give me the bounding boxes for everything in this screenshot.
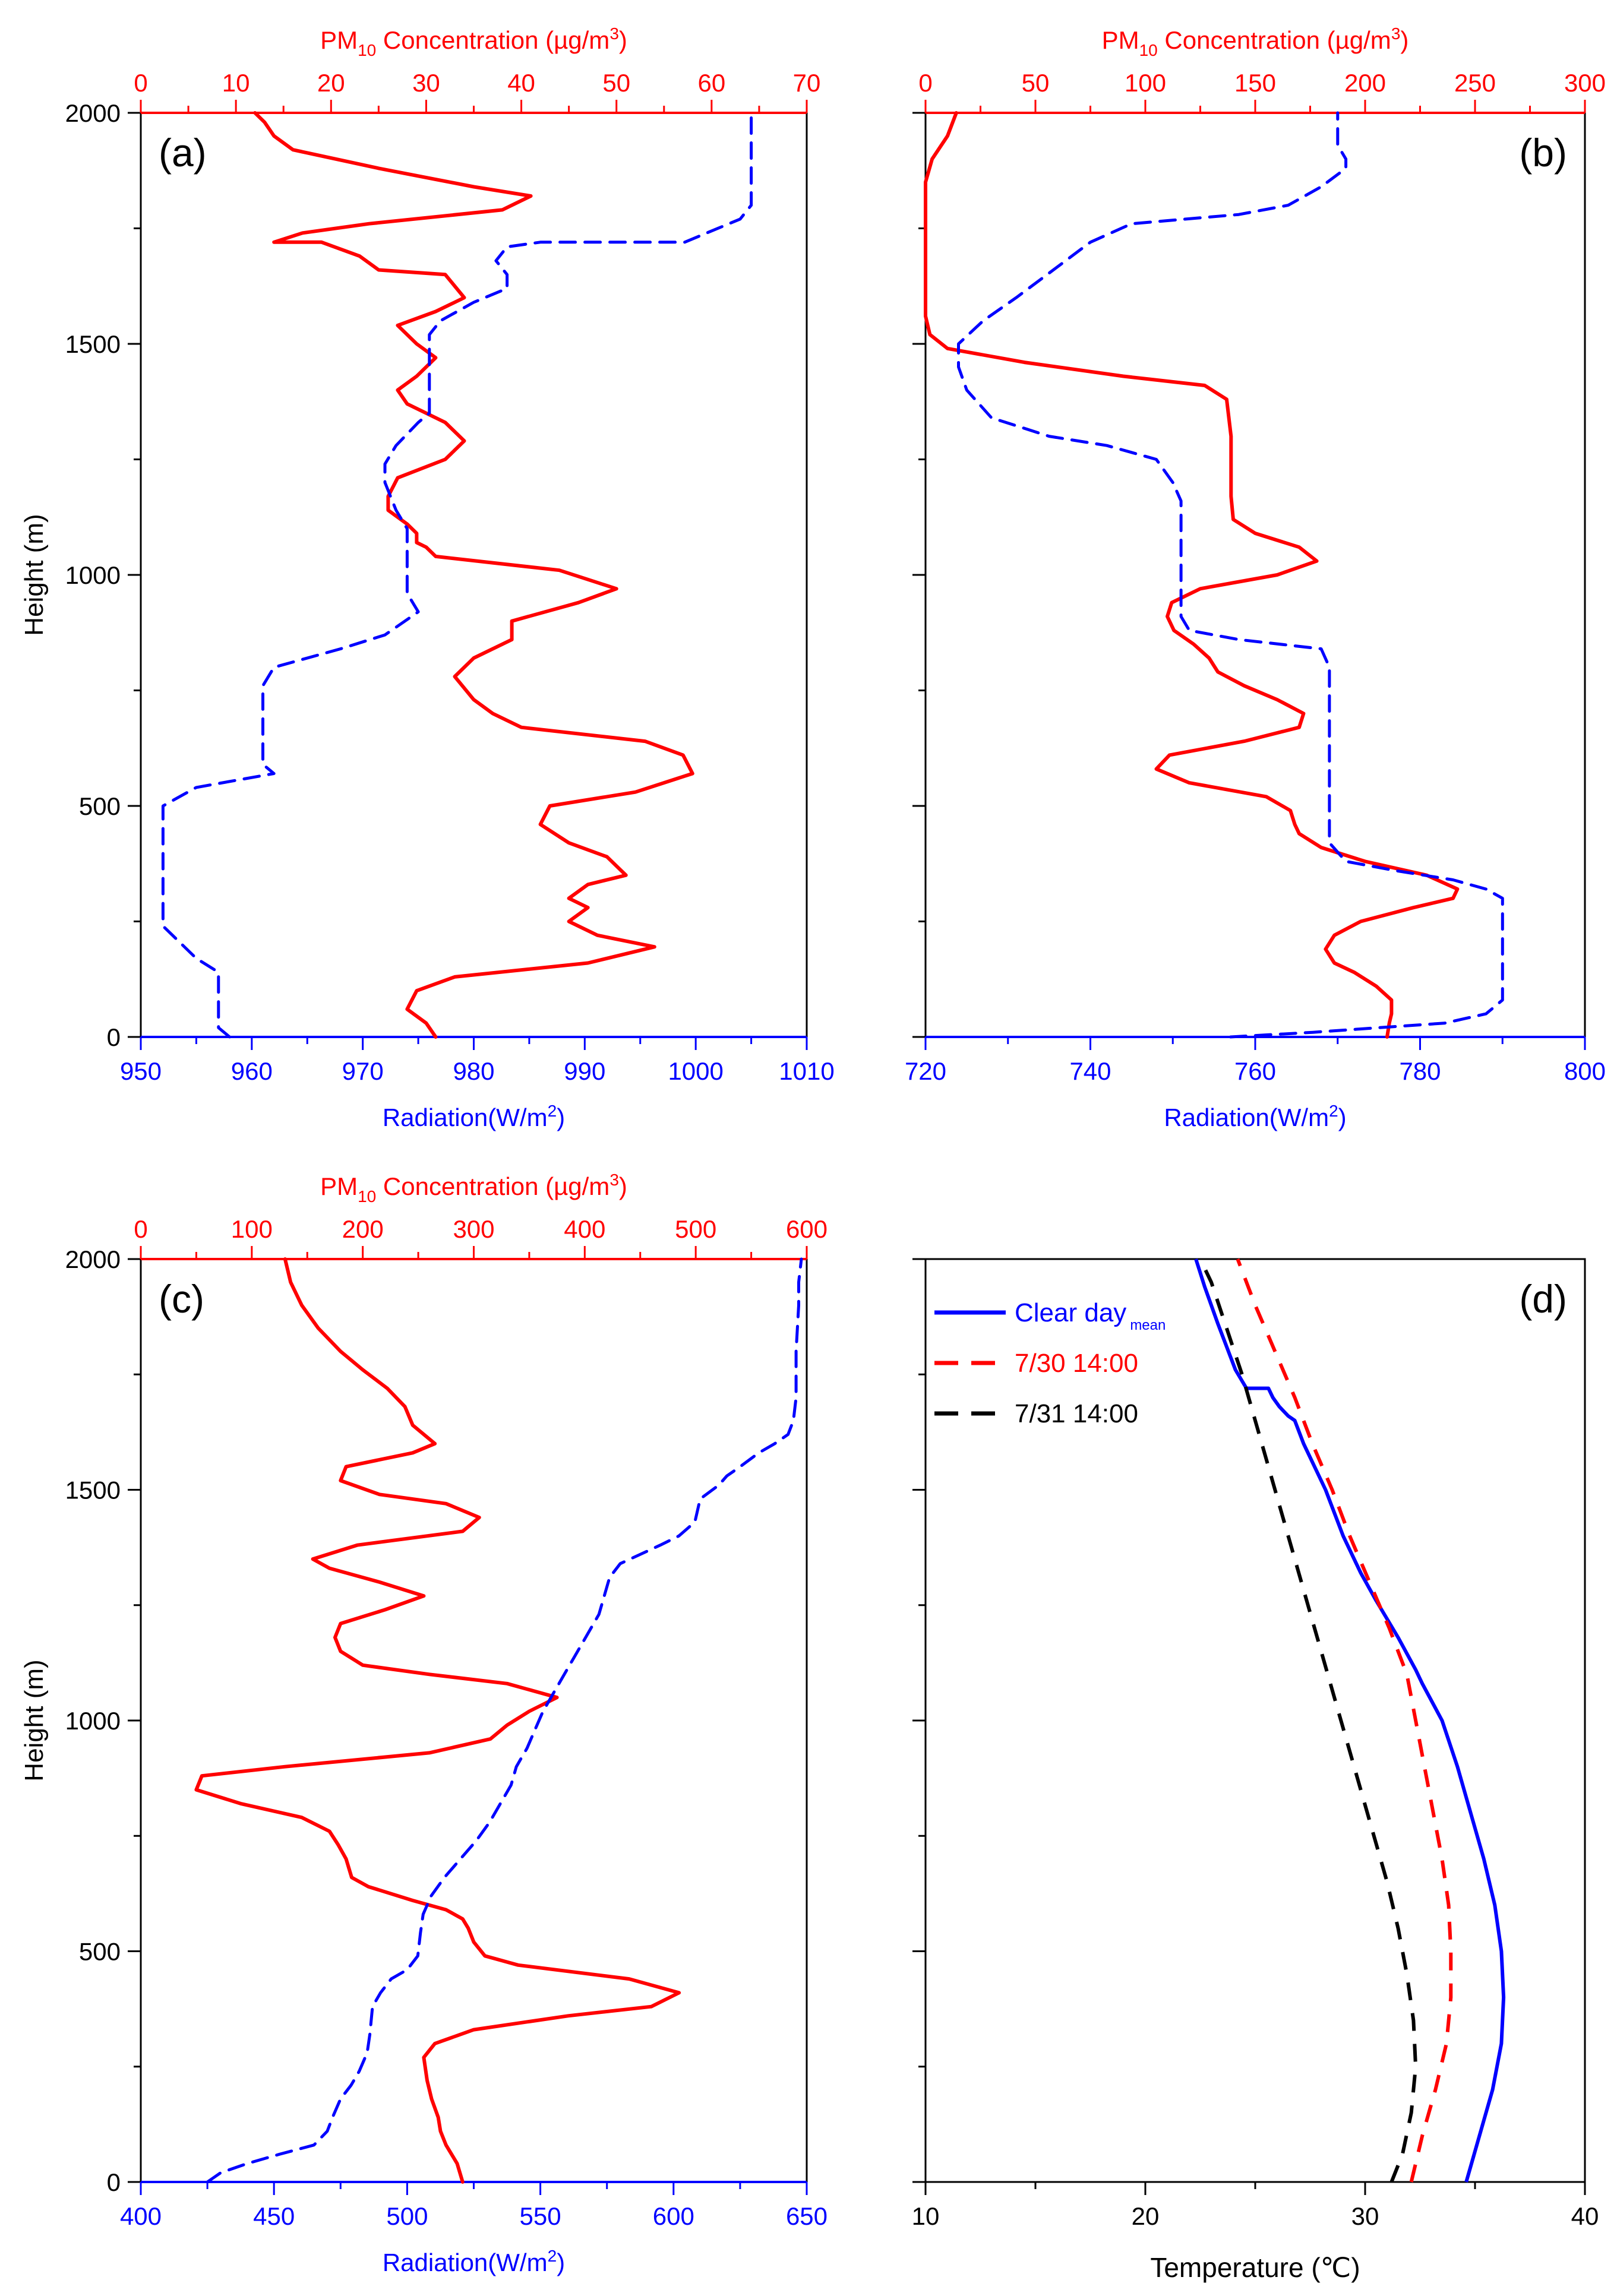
top-axis-title: PM10 Concentration (µg/m3) [320, 1171, 627, 1206]
top-tick-label: 250 [1454, 69, 1496, 97]
x-tick-label: 10 [912, 2202, 940, 2230]
panel-label: (d) [1519, 1277, 1567, 1321]
top-tick-label: 0 [134, 69, 147, 97]
top-tick-label: 400 [564, 1215, 605, 1243]
x-tick-label: 30 [1351, 2202, 1379, 2230]
bottom-tick-label: 780 [1399, 1057, 1441, 1085]
pm10-line [924, 111, 1460, 1039]
top-tick-label: 300 [453, 1215, 494, 1243]
temperature-line-1 [1236, 1258, 1453, 2183]
x-tick-label: 40 [1571, 2202, 1599, 2230]
bottom-axis-title: Radiation(W/m2) [1164, 1102, 1346, 1131]
bottom-tick-label: 1000 [668, 1057, 723, 1085]
bottom-tick-label: 500 [386, 2202, 428, 2230]
y-axis-title: Height (m) [20, 514, 49, 635]
bottom-tick-label: 740 [1069, 1057, 1111, 1085]
bottom-tick-label: 450 [253, 2202, 295, 2230]
y-axis-title: Height (m) [20, 1659, 49, 1781]
legend-label: 7/31 14:00 [1015, 1399, 1138, 1428]
radiation-line [161, 111, 753, 1039]
top-tick-label: 20 [317, 69, 345, 97]
y-tick-label: 0 [107, 1023, 121, 1051]
bottom-tick-label: 760 [1234, 1057, 1276, 1085]
top-tick-label: 150 [1234, 69, 1276, 97]
panel-c: 0 500 1000 1500 2000 Height (m) (c) 0 100 200 300 4… [20, 1171, 828, 2276]
y-tick-label: 0 [107, 2168, 121, 2196]
legend-label: Clear day mean [1015, 1298, 1166, 1333]
top-tick-label: 300 [1564, 69, 1606, 97]
panel-label: (c) [159, 1277, 204, 1321]
bottom-tick-label: 650 [786, 2202, 828, 2230]
bottom-tick-label: 980 [453, 1057, 494, 1085]
bottom-tick-label: 800 [1564, 1057, 1606, 1085]
top-tick-label: 40 [507, 69, 535, 97]
radiation-line [206, 1257, 803, 2184]
bottom-tick-label: 600 [653, 2202, 694, 2230]
bottom-tick-label: 960 [231, 1057, 273, 1085]
top-tick-label: 500 [675, 1215, 716, 1243]
pm10-line [194, 1257, 681, 2184]
y-tick-label: 2000 [65, 99, 121, 127]
bottom-tick-label: 550 [520, 2202, 561, 2230]
bottom-tick-label: 950 [120, 1057, 162, 1085]
top-axis-title: PM10 Concentration (µg/m3) [1102, 24, 1409, 59]
x-axis-title: Temperature (℃) [1150, 2252, 1360, 2283]
top-tick-label: 70 [793, 69, 821, 97]
bottom-tick-label: 970 [342, 1057, 384, 1085]
top-axis-title: PM10 Concentration (µg/m3) [320, 24, 627, 59]
legend-label: 7/30 14:00 [1015, 1349, 1138, 1378]
bottom-axis-title: Radiation(W/m2) [383, 2247, 565, 2276]
bottom-tick-label: 720 [905, 1057, 946, 1085]
panel-d: (d) 10 20 30 40 Temperature (℃) Clear day mean 7… [912, 1258, 1599, 2283]
panel-a: 0 500 1000 1500 2000 Height (m) (a) 0 10 20 30 40 50… [20, 24, 835, 1131]
y-tick-label: 1500 [65, 330, 121, 358]
top-tick-label: 0 [918, 69, 932, 97]
y-tick-label: 1000 [65, 1707, 121, 1735]
y-tick-label: 1000 [65, 561, 121, 589]
top-tick-label: 100 [1125, 69, 1166, 97]
top-tick-label: 50 [1022, 69, 1050, 97]
legend: Clear day mean 7/30 14:00 7/31 14:00 [934, 1298, 1166, 1428]
panel-label: (a) [159, 131, 207, 175]
panel-label: (b) [1519, 131, 1567, 175]
bottom-tick-label: 990 [564, 1057, 605, 1085]
radiation-line [957, 111, 1504, 1039]
y-tick-label: 2000 [65, 1245, 121, 1273]
panel-b: (b) 0 50 100 150 200 250 300 720 740 760 780 800 PM10… [905, 24, 1606, 1131]
pm10-line [253, 111, 694, 1039]
top-tick-label: 60 [697, 69, 725, 97]
x-tick-label: 20 [1132, 2202, 1160, 2230]
y-tick-label: 1500 [65, 1476, 121, 1504]
y-tick-label: 500 [79, 1938, 121, 1966]
top-tick-label: 10 [222, 69, 250, 97]
top-tick-label: 200 [1344, 69, 1386, 97]
top-tick-label: 200 [342, 1215, 384, 1243]
y-tick-label: 500 [79, 792, 121, 820]
temperature-line-2 [1198, 1258, 1418, 2183]
top-tick-label: 100 [231, 1215, 273, 1243]
bottom-axis-title: Radiation(W/m2) [383, 1102, 565, 1131]
top-tick-label: 50 [602, 69, 630, 97]
bottom-tick-label: 400 [120, 2202, 162, 2230]
bottom-tick-label: 1010 [779, 1057, 834, 1085]
top-tick-label: 600 [786, 1215, 828, 1243]
top-tick-label: 0 [134, 1215, 147, 1243]
top-tick-label: 30 [412, 69, 440, 97]
